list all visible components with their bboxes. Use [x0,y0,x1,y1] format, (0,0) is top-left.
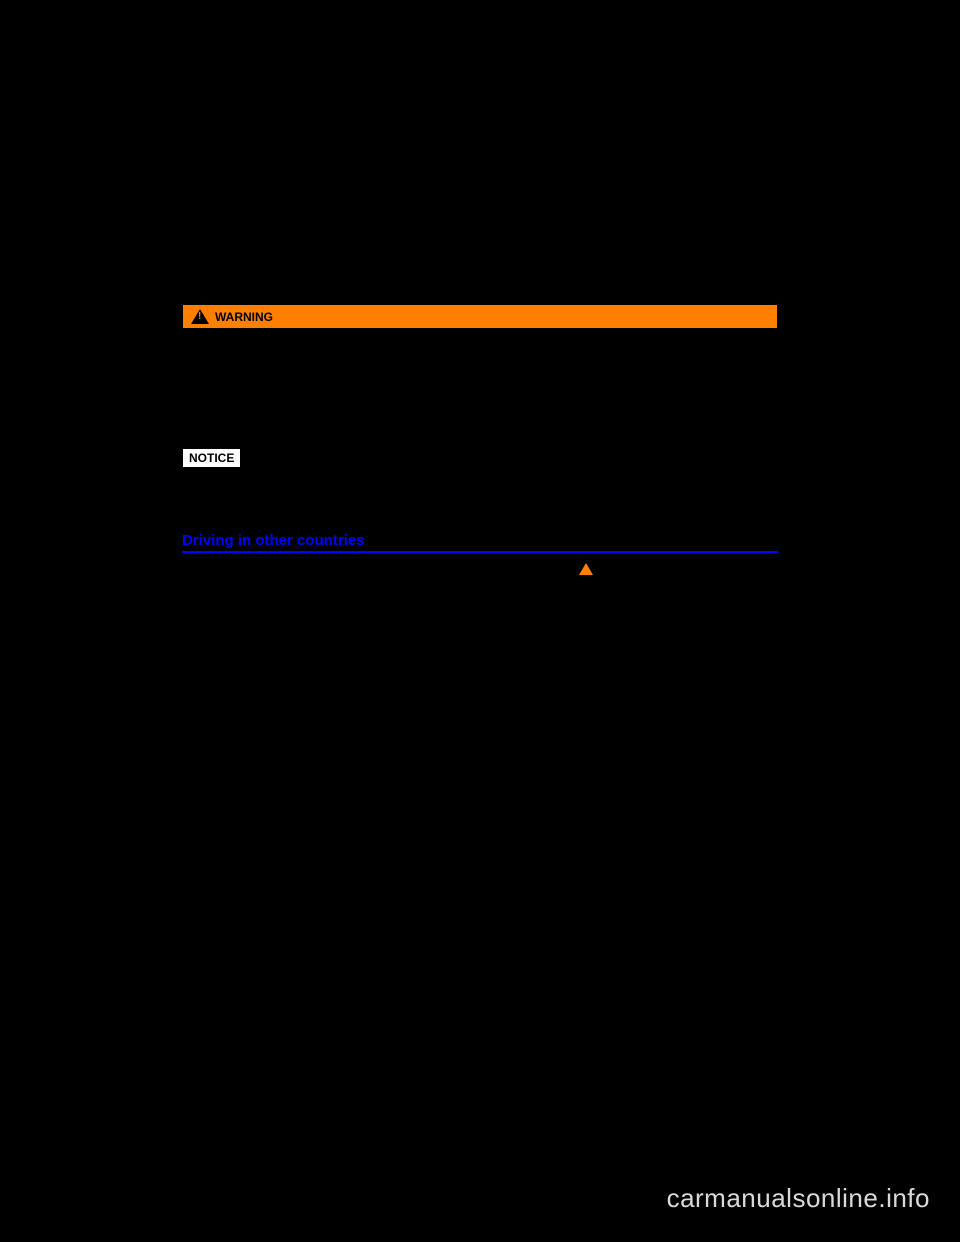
section-block: Driving in other countries Please first … [182,532,778,948]
intro-prefix: Please first read and note the introduct… [182,563,574,575]
warning-icon [191,309,209,324]
section-heading: Driving in other countries [182,532,778,553]
section-para-1: Some countries have special safety stand… [182,587,778,681]
bullet-list: Does the vehicle have to be modified for… [182,695,778,946]
warning-subtext-1: “Dry” the brakes by carefully applying t… [193,382,767,418]
list-item: Is there an authorized Volkswagen dealer… [182,759,778,798]
list-item: Will the factory-installed navigation sy… [182,884,778,923]
intro-paragraphs: Volkswagen recommends not driving throug… [182,190,778,223]
section-body: Some countries have special safety stand… [182,587,778,945]
warning-label: WARNING [215,310,273,324]
notice-label: NOTICE [182,448,241,468]
notice-block: NOTICE If water gets into the engine com… [182,448,778,510]
document-page: Volkswagen recommends not driving throug… [182,0,778,1242]
warning-header: WARNING [183,305,777,328]
inline-warning-icon [579,563,593,575]
warning-box: WARNING After driving through water, mud… [182,304,778,427]
watermark: carmanualsonline.info [667,1183,930,1214]
notice-text-1: If water gets into the engine compartmen… [182,474,778,510]
warning-body: After driving through water, mud, slush,… [183,328,777,426]
intro-suffix: . [598,563,601,575]
list-item: Does the engine need unleaded fuel, and … [182,801,778,840]
warning-text-1: After driving through water, mud, slush,… [193,336,767,372]
list-item: Are the correct maintenance supplies, sp… [182,717,778,756]
list-item: Are special or reinforced tires needed f… [182,926,778,945]
list-item: Does the vehicle have to be modified for… [182,695,778,714]
intro-text-1: Volkswagen recommends not driving throug… [182,190,778,209]
list-item: Are the engine oil (⇒ Engine oil) and ot… [182,842,778,881]
section-intro-line: Please first read and note the introduct… [182,563,778,575]
